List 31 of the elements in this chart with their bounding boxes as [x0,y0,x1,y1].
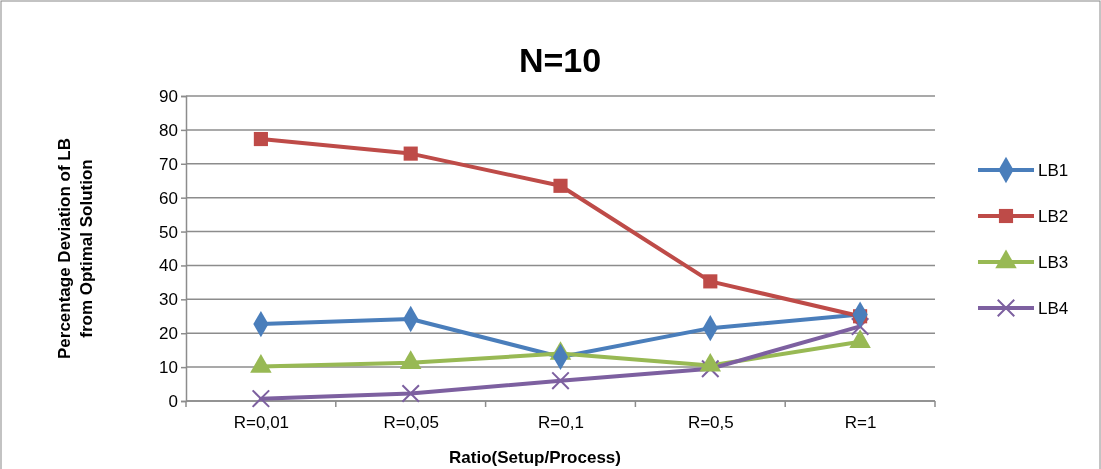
chart-title: N=10 [518,41,602,79]
y-tick-label: 10 [159,358,178,378]
point [701,359,720,379]
y-tick-label: 70 [159,154,178,174]
legend-label: LB2 [1038,207,1069,226]
y-tick-label: 50 [159,222,178,242]
point [551,371,570,390]
y-tick-label: 0 [168,391,178,411]
y-tick-label: 80 [159,120,178,140]
y-tick-label: 60 [159,188,178,208]
x-axis-title: Ratio(Setup/Process) [449,448,621,467]
x-tick-label: R=0,5 [687,412,734,432]
legend-label: LB1 [1038,161,1069,180]
y-tick-label: 90 [159,86,178,106]
point [403,146,418,161]
point [703,274,718,289]
point [553,178,568,193]
point [850,317,870,336]
x-tick-label: R=1 [844,412,877,432]
legend-label: LB4 [1038,299,1069,318]
x-tick-label: R=0,1 [538,412,584,432]
y-tick-label: 30 [159,290,178,310]
point [251,389,271,408]
y-tick-label: 40 [159,256,178,276]
x-tick-label: R=0,01 [233,412,290,432]
y-tick-label: 20 [159,324,178,344]
y-axis-title: Percentage Deviation of LB from Optimal Solution [55,137,97,360]
legend-label: LB3 [1038,253,1069,272]
point [401,384,420,403]
point [253,131,268,147]
x-tick-label: R=0,05 [383,412,439,432]
